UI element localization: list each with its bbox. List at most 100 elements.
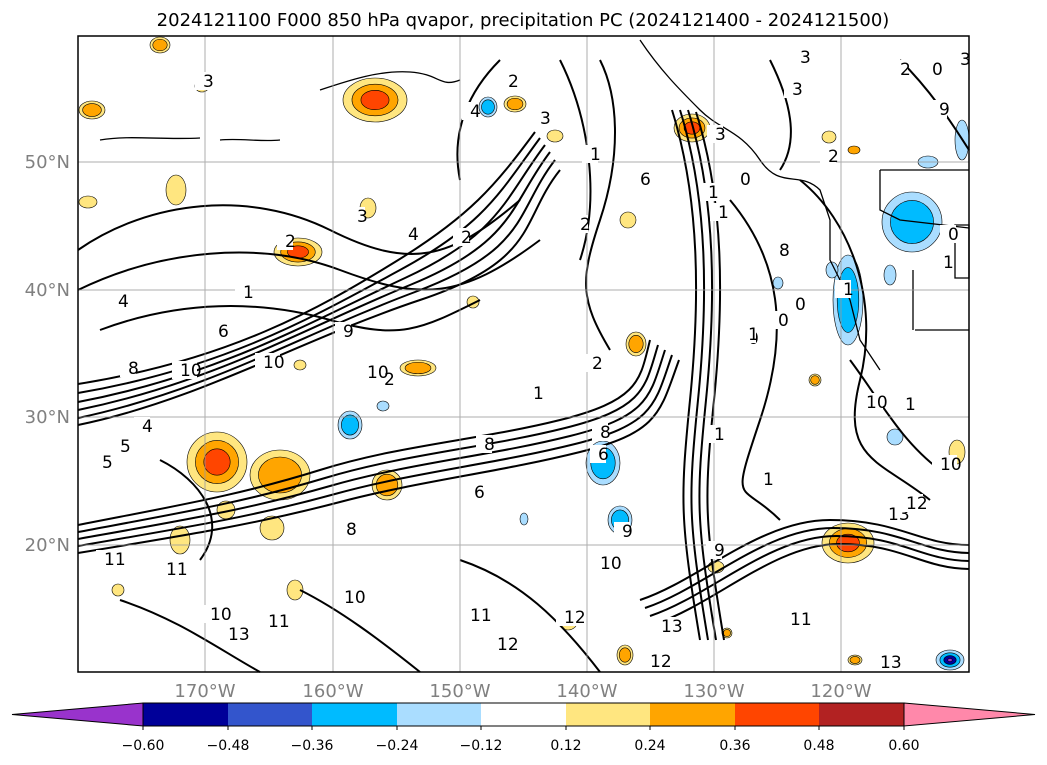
contour-label-bg <box>359 363 384 381</box>
colorbar-cell <box>228 703 312 726</box>
lon-label: 150°W <box>429 681 490 702</box>
contour-label: 4 <box>142 417 153 437</box>
contour-label-bg <box>195 72 211 90</box>
contour-label-bg <box>706 541 722 559</box>
contour-label: 11 <box>470 606 492 626</box>
coastline <box>639 39 881 371</box>
precip-blob <box>847 145 861 155</box>
contour-label-bg <box>931 100 947 118</box>
contour-label: 11 <box>104 550 126 570</box>
contour-label-bg <box>94 453 110 471</box>
contour-label: 1 <box>905 395 916 415</box>
contour-line <box>639 518 970 601</box>
lon-label: 140°W <box>556 681 617 702</box>
colorbar-tick-label: 0.12 <box>550 738 581 754</box>
contour-line <box>649 534 970 617</box>
contour-label-bg <box>476 435 492 453</box>
lon-label: 170°W <box>174 681 235 702</box>
contour-label-bg <box>632 170 648 188</box>
contour-label: 13 <box>880 653 902 673</box>
contour-label: 0 <box>778 311 789 331</box>
contour-label-bg <box>202 605 227 623</box>
precip-blob <box>506 97 524 111</box>
precip-blob <box>111 583 125 597</box>
colorbar-cell <box>819 703 904 726</box>
contour-label-bg <box>700 183 716 201</box>
precip-blob <box>883 264 897 286</box>
contour-label: 12 <box>564 608 586 628</box>
contour-line <box>99 299 481 332</box>
contour-label-bg <box>740 325 756 343</box>
contour-label: 3 <box>792 80 803 100</box>
contour-label-bg <box>525 384 541 402</box>
contour-label: 10 <box>940 455 962 475</box>
contour-label: 6 <box>598 445 609 465</box>
precip-blob <box>404 361 432 375</box>
precip-blob <box>481 99 495 115</box>
contour-line <box>119 599 261 673</box>
precip-blob <box>723 629 731 637</box>
lat-label: 20°N <box>25 535 70 556</box>
contour-label: 13 <box>661 617 683 637</box>
contour-label: 3 <box>715 125 726 145</box>
contour-label: 10 <box>344 588 366 608</box>
contour-line <box>679 109 709 641</box>
contour-line <box>644 526 970 609</box>
colorbar-tick-label: −0.48 <box>207 738 250 754</box>
chart-title: 2024121100 F000 850 hPa qvapor, precipit… <box>157 10 890 31</box>
contour-label: 3 <box>960 50 971 70</box>
contour-label-bg <box>787 295 803 313</box>
contour-line <box>769 59 792 171</box>
colorbar-cell <box>650 703 735 726</box>
contour-line <box>77 131 536 385</box>
contour-label: 12 <box>497 635 519 655</box>
contour-label: 2 <box>592 354 603 374</box>
precip-blob <box>886 428 904 446</box>
contour-line <box>299 589 421 673</box>
contour-label: 5 <box>120 437 131 457</box>
contour-label-bg <box>572 215 588 233</box>
precip-blob <box>618 647 632 663</box>
precip-blob <box>849 656 861 664</box>
contour-label: 8 <box>779 241 790 261</box>
contour-label: 9 <box>714 541 725 561</box>
contour-label-bg <box>592 423 608 441</box>
contour-label-bg <box>336 588 361 606</box>
contour-label-bg <box>892 60 908 78</box>
precip-blob <box>152 38 168 52</box>
colorbar-ticks: −0.60 −0.48 −0.36 −0.24 −0.12 0.12 0.24 0.36 0.4… <box>122 726 920 754</box>
contour-label-bg <box>489 635 514 653</box>
contour-label: 11 <box>790 610 812 630</box>
contour-label: 0 <box>795 295 806 315</box>
contour-label: 9 <box>939 100 950 120</box>
contour-label: 8 <box>600 423 611 443</box>
contour-label: 10 <box>367 363 389 383</box>
contour-label-bg <box>771 241 787 259</box>
contour-label: 1 <box>243 283 254 303</box>
coastlines <box>99 39 970 371</box>
colorbar-tick-label: 0.60 <box>888 738 919 754</box>
contour-line <box>77 339 651 526</box>
contour-label: 11 <box>166 560 188 580</box>
contour-line <box>729 199 781 521</box>
contour-label: 8 <box>484 435 495 455</box>
map-background <box>78 36 969 672</box>
contour-label: 6 <box>218 322 229 342</box>
contour-label: 0 <box>948 225 959 245</box>
contour-label: 4 <box>118 292 129 312</box>
contour-label-bg <box>260 612 285 630</box>
contour-line <box>159 459 214 561</box>
contour-label-bg <box>453 228 469 246</box>
precip-blob <box>546 129 564 143</box>
contour-label-bg <box>277 232 293 250</box>
contour-label-bg <box>210 322 226 340</box>
contour-label-bg <box>858 393 883 411</box>
contour-label-bg <box>872 653 897 671</box>
contour-label-bg <box>172 361 197 379</box>
precip-blob <box>836 533 860 553</box>
lat-label: 50°N <box>25 152 70 173</box>
contour-label-bg <box>770 311 786 329</box>
contour-label: 1 <box>748 325 759 345</box>
precip-blob <box>286 579 304 601</box>
contour-label: 1 <box>533 384 544 404</box>
